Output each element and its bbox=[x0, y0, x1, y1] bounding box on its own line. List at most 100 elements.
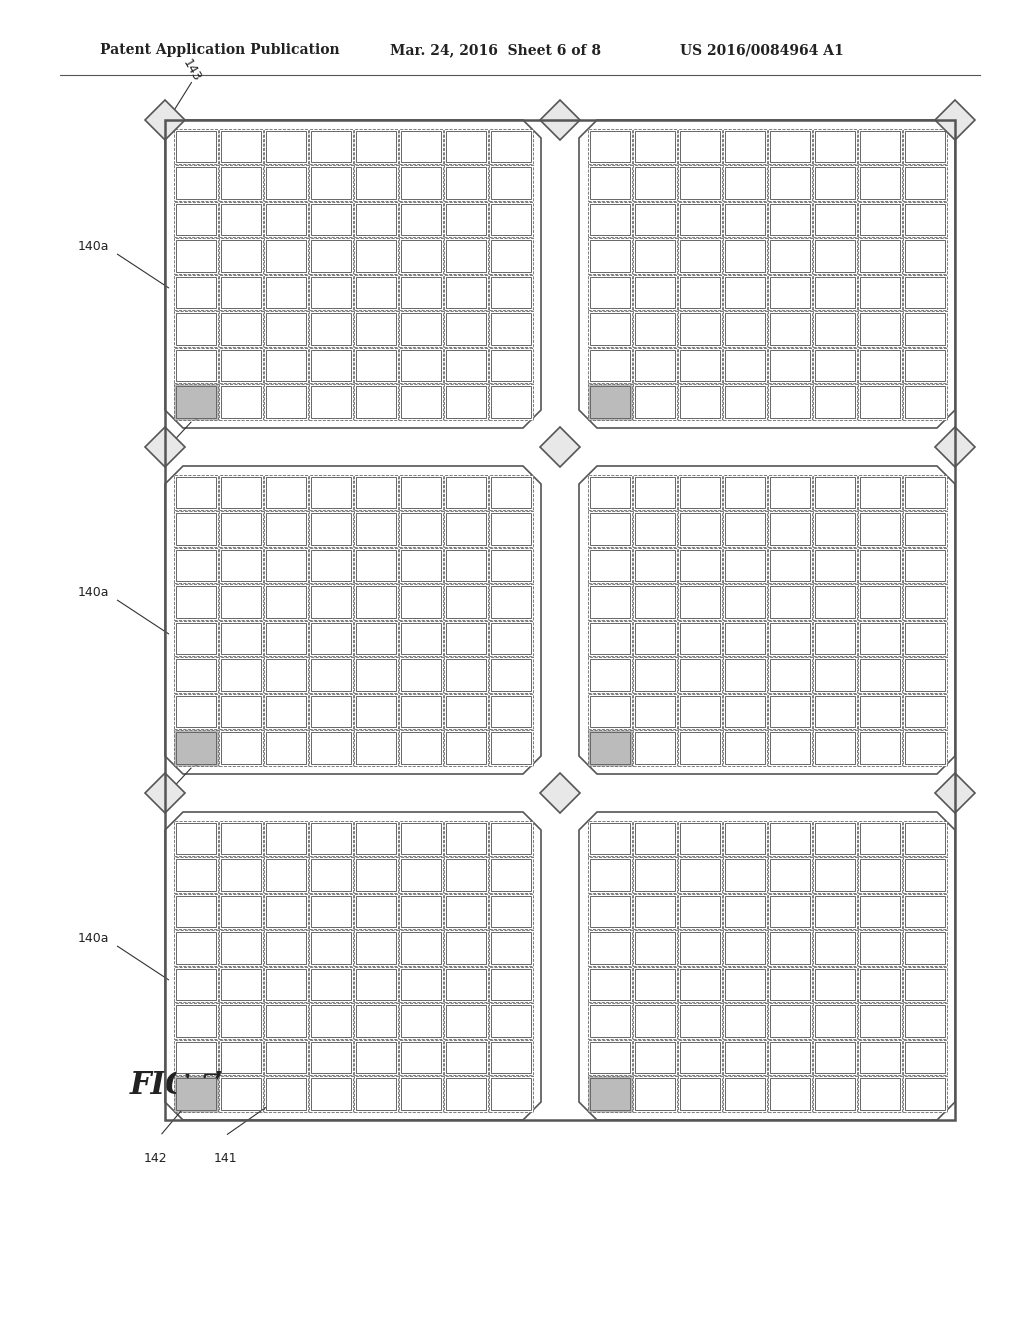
Bar bbox=[263, 894, 307, 929]
Bar bbox=[678, 1003, 722, 1039]
Bar bbox=[308, 894, 352, 929]
Bar bbox=[590, 240, 630, 272]
Bar bbox=[902, 548, 946, 583]
Bar bbox=[353, 894, 397, 929]
Bar bbox=[678, 511, 722, 546]
Bar bbox=[633, 931, 677, 965]
Bar bbox=[490, 350, 530, 381]
Bar bbox=[769, 549, 810, 581]
Bar bbox=[355, 586, 395, 618]
Bar bbox=[490, 586, 530, 618]
Bar bbox=[218, 583, 262, 619]
Bar bbox=[218, 931, 262, 965]
Text: 140a: 140a bbox=[78, 240, 109, 253]
Bar bbox=[725, 313, 765, 345]
Bar bbox=[859, 549, 899, 581]
Bar bbox=[769, 932, 810, 964]
Bar bbox=[812, 165, 856, 201]
Bar bbox=[725, 932, 765, 964]
Bar bbox=[353, 730, 397, 766]
Bar bbox=[175, 203, 215, 235]
Text: 140a: 140a bbox=[78, 932, 109, 945]
Bar bbox=[265, 1041, 305, 1073]
Bar bbox=[590, 623, 630, 653]
Bar bbox=[680, 733, 720, 763]
Bar bbox=[488, 931, 532, 965]
Bar bbox=[678, 165, 722, 201]
Bar bbox=[768, 238, 811, 273]
Bar bbox=[904, 1041, 944, 1073]
Bar bbox=[263, 657, 307, 693]
Bar bbox=[723, 620, 767, 656]
Bar bbox=[488, 583, 532, 619]
Bar bbox=[904, 623, 944, 653]
Bar bbox=[588, 894, 632, 929]
Bar bbox=[218, 384, 262, 420]
Bar bbox=[173, 347, 217, 383]
Bar bbox=[220, 1078, 260, 1110]
Bar bbox=[857, 894, 901, 929]
Bar bbox=[490, 1078, 530, 1110]
Bar bbox=[265, 586, 305, 618]
Bar bbox=[353, 474, 397, 510]
Bar bbox=[488, 202, 532, 238]
Bar bbox=[173, 730, 217, 766]
Bar bbox=[680, 276, 720, 308]
Polygon shape bbox=[165, 120, 541, 428]
Bar bbox=[590, 276, 630, 308]
Bar bbox=[173, 657, 217, 693]
Bar bbox=[220, 733, 260, 763]
Bar bbox=[812, 347, 856, 383]
Bar bbox=[814, 659, 854, 690]
Bar bbox=[857, 857, 901, 892]
Polygon shape bbox=[165, 466, 541, 774]
Bar bbox=[445, 313, 485, 345]
Bar bbox=[902, 657, 946, 693]
Bar bbox=[680, 932, 720, 964]
Bar bbox=[768, 474, 811, 510]
Bar bbox=[400, 1005, 440, 1036]
Bar bbox=[680, 659, 720, 690]
Bar bbox=[220, 313, 260, 345]
Bar bbox=[263, 857, 307, 892]
Bar bbox=[678, 347, 722, 383]
Bar bbox=[355, 1005, 395, 1036]
Bar bbox=[725, 1005, 765, 1036]
Bar bbox=[635, 859, 675, 891]
Bar bbox=[263, 128, 307, 164]
Bar bbox=[263, 347, 307, 383]
Bar bbox=[768, 1003, 811, 1039]
Bar bbox=[445, 1041, 485, 1073]
Bar bbox=[220, 513, 260, 544]
Bar bbox=[725, 733, 765, 763]
Bar bbox=[308, 583, 352, 619]
Bar bbox=[175, 733, 215, 763]
Bar bbox=[590, 822, 630, 854]
Bar bbox=[859, 895, 899, 927]
Bar bbox=[725, 168, 765, 198]
Bar bbox=[308, 857, 352, 892]
Bar bbox=[723, 730, 767, 766]
Bar bbox=[355, 859, 395, 891]
Bar bbox=[310, 895, 350, 927]
Bar bbox=[904, 1005, 944, 1036]
Bar bbox=[488, 474, 532, 510]
Bar bbox=[633, 165, 677, 201]
Text: US 2016/0084964 A1: US 2016/0084964 A1 bbox=[680, 44, 844, 57]
Bar bbox=[633, 312, 677, 346]
Bar bbox=[588, 821, 632, 855]
Bar bbox=[857, 583, 901, 619]
Bar bbox=[678, 202, 722, 238]
Polygon shape bbox=[145, 100, 185, 140]
Polygon shape bbox=[579, 812, 955, 1119]
Bar bbox=[218, 1040, 262, 1074]
Bar bbox=[725, 1078, 765, 1110]
Bar bbox=[633, 202, 677, 238]
Bar bbox=[265, 969, 305, 1001]
Bar bbox=[400, 477, 440, 508]
Bar bbox=[175, 822, 215, 854]
Bar bbox=[488, 548, 532, 583]
Bar bbox=[218, 202, 262, 238]
Bar bbox=[488, 238, 532, 273]
Bar bbox=[445, 168, 485, 198]
